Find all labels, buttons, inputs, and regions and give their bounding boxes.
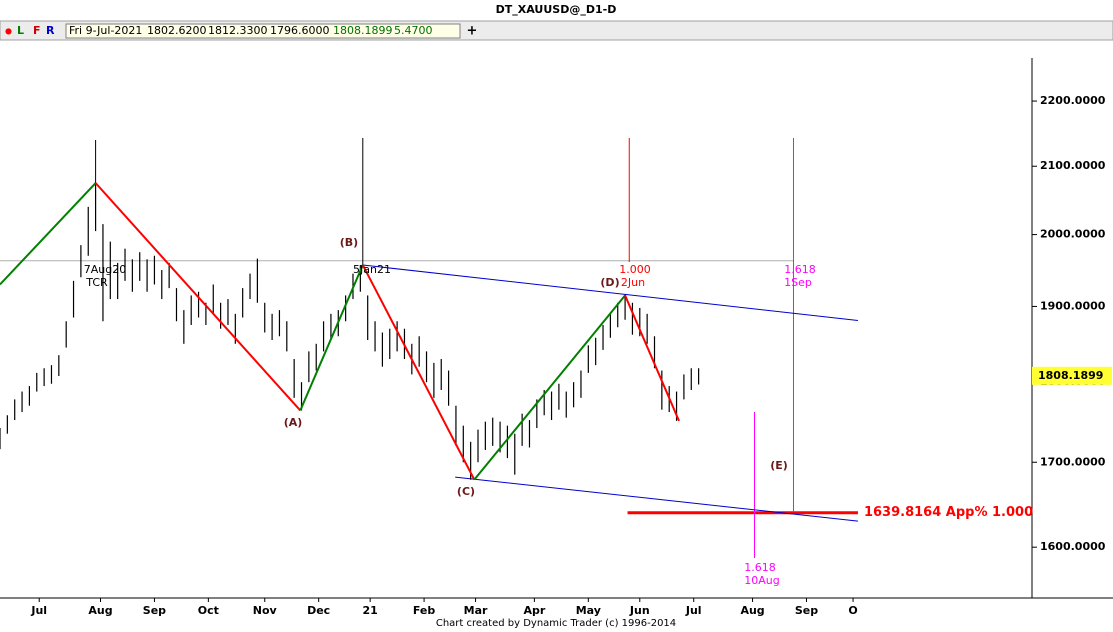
x-tick-label: Jun xyxy=(629,604,650,617)
annotation: (B) xyxy=(340,236,358,249)
x-tick-label: Aug xyxy=(88,604,112,617)
info-box xyxy=(65,23,461,39)
annotation: TCR xyxy=(85,276,108,289)
annotation: (C) xyxy=(457,485,475,498)
level-label: 1639.8164 App% 1.000 xyxy=(864,505,1033,520)
window-title: DT_XAUUSD@_D1-D xyxy=(496,3,617,16)
add-button[interactable]: + xyxy=(467,24,478,39)
annotation: 5Jan21 xyxy=(353,263,391,276)
last-price-label: 1808.1899 xyxy=(1038,369,1103,382)
y-tick-label: 1700.0000 xyxy=(1040,455,1106,468)
y-tick-label: 2200.0000 xyxy=(1040,94,1106,107)
footer: Chart created by Dynamic Trader (c) 1996… xyxy=(436,618,676,629)
toolbar-button[interactable]: L xyxy=(17,24,24,37)
info-change: 5.4700 xyxy=(394,24,433,37)
annotation: 2Jun xyxy=(621,276,645,289)
y-tick-label: 2100.0000 xyxy=(1040,159,1106,172)
info-high: 1812.3300 xyxy=(208,24,268,37)
annotation: 1Sep xyxy=(784,276,812,289)
annotation: 7Aug20 xyxy=(84,263,126,276)
x-tick-label: Mar xyxy=(464,604,488,617)
x-tick-label: Nov xyxy=(253,604,278,617)
annotation: 1.618 xyxy=(784,263,816,276)
wave-line xyxy=(473,294,626,481)
x-tick-label: Feb xyxy=(413,604,436,617)
toolbar-button[interactable]: R xyxy=(46,24,55,37)
annotation: (E) xyxy=(770,459,788,472)
x-tick-label: Jul xyxy=(30,604,47,617)
y-tick-label: 1900.0000 xyxy=(1040,299,1106,312)
x-tick-label: 21 xyxy=(362,604,377,617)
info-close: 1808.1899 xyxy=(333,24,393,37)
x-tick-label: Jul xyxy=(685,604,702,617)
x-tick-label: Aug xyxy=(740,604,764,617)
wave-line xyxy=(624,295,680,422)
x-tick-label: Dec xyxy=(307,604,330,617)
x-tick-label: Sep xyxy=(795,604,818,617)
annotation: 1.000 xyxy=(619,263,651,276)
annotation: (A) xyxy=(284,416,303,429)
channel-line xyxy=(362,264,859,322)
annotation: 10Aug xyxy=(744,574,779,587)
wave-line xyxy=(299,264,364,411)
info-low: 1796.6000 xyxy=(270,24,330,37)
last-price-box xyxy=(1032,366,1112,385)
annotation: 1.618 xyxy=(744,561,776,574)
toolbar-button[interactable]: F xyxy=(33,24,41,37)
x-tick-label: Oct xyxy=(198,604,219,617)
wave-line xyxy=(0,182,97,286)
x-tick-label: May xyxy=(576,604,601,617)
x-tick-label: Apr xyxy=(523,604,545,617)
info-date: Fri 9-Jul-2021 xyxy=(69,24,142,37)
y-tick-label: 1600.0000 xyxy=(1040,540,1106,553)
wave-line xyxy=(361,264,476,481)
wave-line xyxy=(94,182,302,412)
status-dot: ● xyxy=(5,27,12,36)
info-open: 1802.6200 xyxy=(147,24,207,37)
x-tick-label: Sep xyxy=(143,604,166,617)
annotation: (D) xyxy=(600,276,619,289)
channel-line xyxy=(455,476,859,522)
x-tick-label: O xyxy=(848,604,857,617)
y-tick-label: 2000.0000 xyxy=(1040,228,1106,241)
